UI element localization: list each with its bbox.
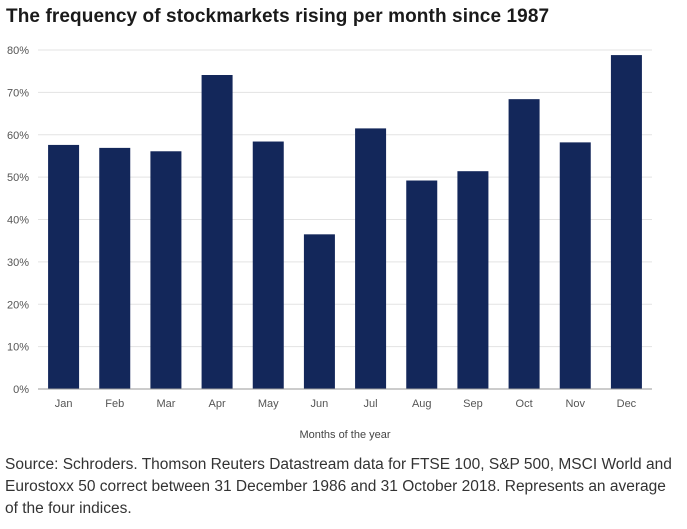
x-tick-label: May: [258, 398, 279, 410]
gridlines: [38, 49, 652, 348]
x-tick-label: Jun: [311, 398, 329, 410]
x-tick-label: Sep: [463, 398, 483, 410]
bar-may: [252, 141, 284, 389]
y-tick-label: 80%: [7, 45, 29, 57]
x-tick-label: Nov: [565, 398, 585, 410]
y-tick-label: 40%: [7, 215, 29, 227]
y-axis-ticks: 0% 10% 20% 30% 40% 50% 60% 70% 80%: [7, 45, 29, 396]
x-tick-label: Feb: [105, 398, 124, 410]
x-axis-label: Months of the year: [299, 429, 390, 441]
bar-mar: [150, 151, 182, 389]
bar-aug: [406, 180, 438, 389]
bar-chart: 0% 10% 20% 30% 40% 50% 60% 70% 80% Jan Feb Mar Apr M…: [7, 45, 652, 441]
y-tick-label: 10%: [7, 342, 29, 354]
bar-jul: [355, 128, 387, 390]
y-tick-label: 20%: [7, 299, 29, 311]
x-tick-label: Oct: [516, 398, 533, 410]
y-tick-label: 30%: [7, 257, 29, 269]
y-tick-label: 60%: [7, 130, 29, 142]
bar-feb: [99, 147, 131, 389]
bar-sep: [457, 171, 489, 389]
bar-nov: [559, 142, 591, 389]
y-tick-label: 0%: [13, 384, 29, 396]
chart-title: The frequency of stockmarkets rising per…: [6, 6, 550, 27]
y-tick-label: 50%: [7, 172, 29, 184]
y-tick-label: 70%: [7, 87, 29, 99]
x-axis-ticks: Jan Feb Mar Apr May Jun Jul Aug Sep Oct Nov Dec: [55, 398, 637, 410]
x-tick-label: Jul: [364, 398, 378, 410]
x-tick-label: Mar: [156, 398, 175, 410]
bar-jan: [48, 144, 80, 389]
x-tick-label: Dec: [617, 398, 637, 410]
x-tick-label: Apr: [209, 398, 226, 410]
bars: [48, 55, 642, 390]
bar-jun: [303, 234, 335, 389]
bar-oct: [508, 99, 540, 389]
x-tick-label: Jan: [55, 398, 73, 410]
x-tick-label: Aug: [412, 398, 432, 410]
source-note: Source: Schroders. Thomson Reuters Datas…: [5, 456, 672, 517]
bar-dec: [610, 55, 642, 390]
bar-apr: [201, 75, 233, 389]
